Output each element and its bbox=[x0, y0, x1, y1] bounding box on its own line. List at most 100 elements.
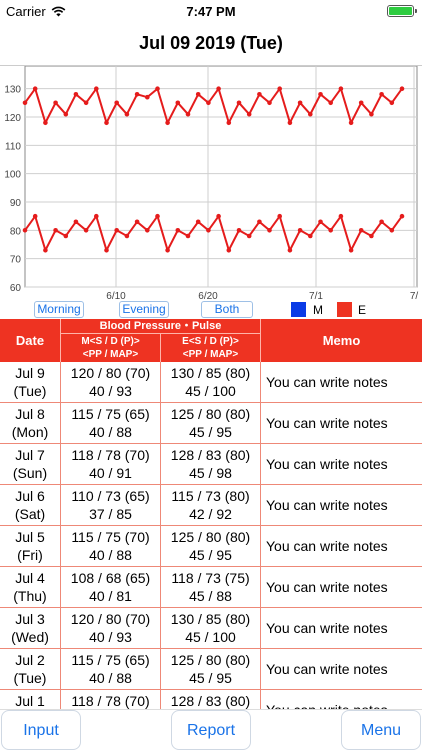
data-point-systolic bbox=[358, 100, 364, 106]
data-point-systolic bbox=[369, 111, 374, 117]
data-point-diastolic bbox=[358, 228, 364, 233]
row-date: Jul 1 bbox=[0, 690, 61, 709]
data-point-diastolic bbox=[185, 233, 191, 239]
data-point-systolic bbox=[389, 100, 395, 106]
data-point-systolic bbox=[104, 120, 109, 125]
row-evening-pp-map: 45 / 95 bbox=[189, 670, 232, 686]
data-point-diastolic bbox=[124, 233, 130, 239]
table-row[interactable]: Jul 3 (Wed) 120 / 80 (70) 40 / 93 130 / 85 (… bbox=[0, 608, 422, 649]
row-date-day: Jul 7 bbox=[15, 447, 45, 463]
row-evening-pp-map: 45 / 100 bbox=[185, 629, 236, 645]
row-evening-bp: 125 / 80 (80) bbox=[170, 529, 251, 545]
row-evening-reading: 118 / 73 (75) 45 / 88 bbox=[161, 567, 261, 607]
row-morning-reading: 115 / 75 (65) 40 / 88 bbox=[61, 403, 161, 443]
data-point-diastolic bbox=[104, 247, 109, 253]
y-tick-label: 120 bbox=[4, 113, 21, 124]
row-memo: You can write notes bbox=[266, 497, 388, 513]
table-header: Date Blood Pressure・Pulse M<S / D (P)> <… bbox=[0, 319, 422, 362]
table-row[interactable]: Jul 8 (Mon) 115 / 75 (65) 40 / 88 125 / 80 (… bbox=[0, 403, 422, 444]
y-tick-label: 60 bbox=[10, 283, 22, 294]
report-button[interactable]: Report bbox=[171, 710, 251, 750]
row-evening-reading: 128 / 83 (80) bbox=[161, 690, 261, 709]
both-toggle-button[interactable]: Both bbox=[201, 301, 253, 318]
table-row[interactable]: Jul 7 (Sun) 118 / 78 (70) 40 / 91 128 / 83 (… bbox=[0, 444, 422, 485]
x-tick-label: 7/1 bbox=[309, 291, 323, 302]
row-date-weekday: (Thu) bbox=[13, 588, 47, 604]
table-row[interactable]: Jul 5 (Fri) 115 / 75 (70) 40 / 88 125 / 80 (… bbox=[0, 526, 422, 567]
input-button[interactable]: Input bbox=[1, 710, 81, 750]
morning-toggle-button[interactable]: Morning bbox=[34, 301, 84, 318]
data-point-systolic bbox=[124, 111, 130, 117]
page-title: Jul 09 2019 (Tue) bbox=[139, 33, 283, 53]
column-header-blood-pressure: Blood Pressure・Pulse bbox=[61, 319, 261, 334]
row-date-day: Jul 4 bbox=[15, 570, 45, 586]
bottom-toolbar: Input Report Menu bbox=[0, 709, 422, 750]
row-memo: You can write notes bbox=[266, 690, 422, 709]
row-evening-reading: 130 / 85 (80) 45 / 100 bbox=[161, 362, 261, 402]
row-evening-reading: 130 / 85 (80) 45 / 100 bbox=[161, 608, 261, 648]
data-point-diastolic bbox=[43, 247, 48, 253]
row-date: Jul 8 (Mon) bbox=[0, 403, 61, 443]
y-tick-label: 70 bbox=[10, 255, 22, 266]
status-bar: Carrier 7:47 PM bbox=[0, 0, 422, 22]
row-morning-bp: 118 / 78 (70) bbox=[71, 447, 150, 463]
row-evening-reading: 125 / 80 (80) 45 / 95 bbox=[161, 403, 261, 443]
data-point-diastolic bbox=[369, 233, 374, 239]
data-point-systolic bbox=[22, 100, 28, 106]
row-morning-reading: 110 / 73 (65) 37 / 85 bbox=[61, 485, 161, 525]
data-point-diastolic bbox=[246, 233, 252, 239]
y-tick-label: 110 bbox=[5, 141, 21, 152]
row-morning-bp: 115 / 75 (65) bbox=[71, 406, 150, 422]
row-date-weekday: (Wed) bbox=[11, 629, 49, 645]
row-date: Jul 4 (Thu) bbox=[0, 567, 61, 607]
data-point-systolic bbox=[206, 100, 211, 106]
data-point-diastolic bbox=[267, 228, 272, 233]
row-date-weekday: (Sat) bbox=[14, 506, 46, 522]
row-morning-pp-map: 37 / 85 bbox=[89, 506, 132, 522]
menu-button[interactable]: Menu bbox=[341, 710, 421, 750]
row-date-day: Jul 3 bbox=[15, 611, 45, 627]
row-evening-bp: 125 / 80 (80) bbox=[170, 652, 251, 668]
evening-toggle-button[interactable]: Evening bbox=[119, 301, 169, 318]
column-header-morning-line2: <PP / MAP> bbox=[82, 349, 139, 360]
data-point-diastolic bbox=[348, 247, 354, 253]
table-row[interactable]: Jul 9 (Tue) 120 / 80 (70) 40 / 93 130 / 85 (… bbox=[0, 362, 422, 403]
data-point-systolic bbox=[328, 100, 334, 106]
carrier-label: Carrier bbox=[6, 4, 46, 19]
row-date-day: Jul 1 bbox=[15, 693, 45, 709]
data-point-diastolic bbox=[287, 247, 293, 253]
row-date-weekday: (Tue) bbox=[13, 670, 47, 686]
row-memo: You can write notes bbox=[266, 415, 388, 431]
data-point-diastolic bbox=[73, 219, 79, 225]
row-evening-pp-map: 42 / 92 bbox=[189, 506, 232, 522]
data-point-systolic bbox=[297, 100, 303, 106]
data-point-systolic bbox=[165, 120, 170, 125]
row-evening-reading: 115 / 73 (80) 42 / 92 bbox=[161, 485, 261, 525]
row-date-weekday: (Fri) bbox=[17, 547, 43, 563]
data-point-diastolic bbox=[83, 228, 89, 233]
row-morning-pp-map: 40 / 88 bbox=[89, 670, 132, 686]
series-line-diastolic bbox=[24, 213, 403, 253]
column-header-morning: M<S / D (P)> <PP / MAP> bbox=[61, 334, 161, 362]
row-date: Jul 2 (Tue) bbox=[0, 649, 61, 689]
data-point-diastolic bbox=[94, 213, 99, 219]
row-memo: You can write notes bbox=[266, 538, 388, 554]
table-row[interactable]: Jul 4 (Thu) 108 / 68 (65) 40 / 81 118 / 73 (… bbox=[0, 567, 422, 608]
legend-evening-label: E bbox=[358, 303, 367, 317]
data-point-diastolic bbox=[32, 213, 38, 219]
data-point-diastolic bbox=[328, 228, 334, 233]
data-point-systolic bbox=[145, 94, 150, 100]
table-row[interactable]: Jul 2 (Tue) 115 / 75 (65) 40 / 88 125 / 80 (… bbox=[0, 649, 422, 690]
data-point-systolic bbox=[94, 86, 99, 91]
data-point-systolic bbox=[63, 111, 69, 117]
table-row[interactable]: Jul 6 (Sat) 110 / 73 (65) 37 / 85 115 / 73 (… bbox=[0, 485, 422, 526]
row-evening-reading: 125 / 80 (80) 45 / 95 bbox=[161, 649, 261, 689]
data-point-systolic bbox=[399, 86, 405, 91]
table-row[interactable]: Jul 1 118 / 78 (70) 128 / 83 (80) You can w… bbox=[0, 690, 422, 709]
data-point-diastolic bbox=[63, 233, 69, 239]
data-point-diastolic bbox=[277, 213, 283, 219]
row-memo: You can write notes bbox=[266, 456, 388, 472]
data-point-diastolic bbox=[175, 228, 181, 233]
data-point-systolic bbox=[185, 111, 191, 117]
row-date: Jul 9 (Tue) bbox=[0, 362, 61, 402]
